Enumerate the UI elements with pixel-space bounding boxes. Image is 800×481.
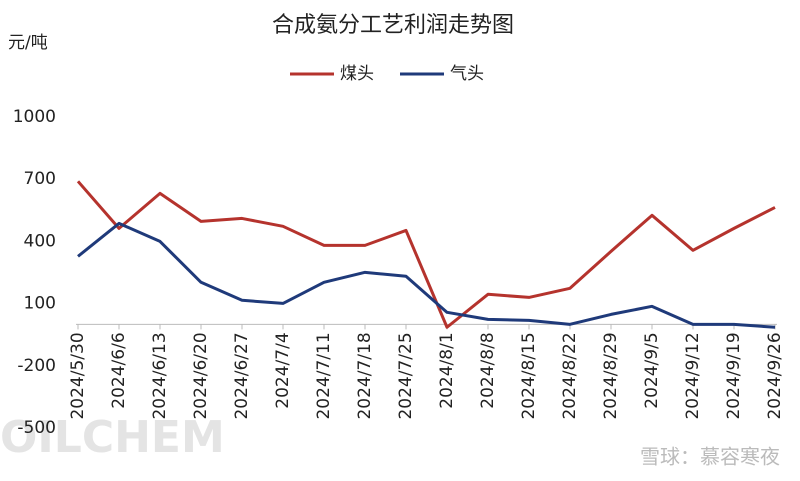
x-tick-label: 2024/7/11 xyxy=(314,332,334,419)
x-tick-label: 2024/9/19 xyxy=(724,332,744,419)
x-tick-label: 2024/8/22 xyxy=(560,332,580,419)
x-tick-label: 2024/7/4 xyxy=(273,332,293,408)
legend-label: 气头 xyxy=(450,64,484,84)
x-tick-label: 2024/9/26 xyxy=(765,332,785,419)
y-tick-label: 700 xyxy=(24,169,56,189)
line-series xyxy=(77,221,776,329)
watermark: OILCHEM xyxy=(0,412,225,463)
x-tick-label: 2024/9/5 xyxy=(642,332,662,408)
y-tick-label: 1000 xyxy=(13,107,56,127)
y-unit: 元/吨 xyxy=(8,33,48,53)
x-tick-label: 2024/8/15 xyxy=(519,332,539,419)
watermark: 雪球：慕容寒夜 xyxy=(640,445,780,469)
x-tick-label: 2024/6/13 xyxy=(150,332,170,419)
x-tick-label: 2024/6/27 xyxy=(232,332,252,419)
x-tick-label: 2024/9/12 xyxy=(683,332,703,419)
x-tick-label: 2024/8/29 xyxy=(601,332,621,419)
chart-title: 合成氨分工艺利润走势图 xyxy=(272,13,514,38)
line-series xyxy=(76,180,776,329)
y-tick-label: -500 xyxy=(17,418,56,438)
x-tick-label: 2024/7/25 xyxy=(396,332,416,419)
x-tick-label: 2024/6/6 xyxy=(109,332,129,408)
y-tick-label: 100 xyxy=(24,294,56,314)
legend-label: 煤头 xyxy=(340,64,374,84)
y-tick-label: 400 xyxy=(24,231,56,251)
x-tick-label: 2024/8/1 xyxy=(437,332,457,408)
x-tick-label: 2024/6/20 xyxy=(191,332,211,419)
x-tick-label: 2024/5/30 xyxy=(68,332,88,419)
x-tick-label: 2024/7/18 xyxy=(355,332,375,419)
y-tick-label: -200 xyxy=(17,356,56,376)
x-tick-label: 2024/8/8 xyxy=(478,332,498,408)
